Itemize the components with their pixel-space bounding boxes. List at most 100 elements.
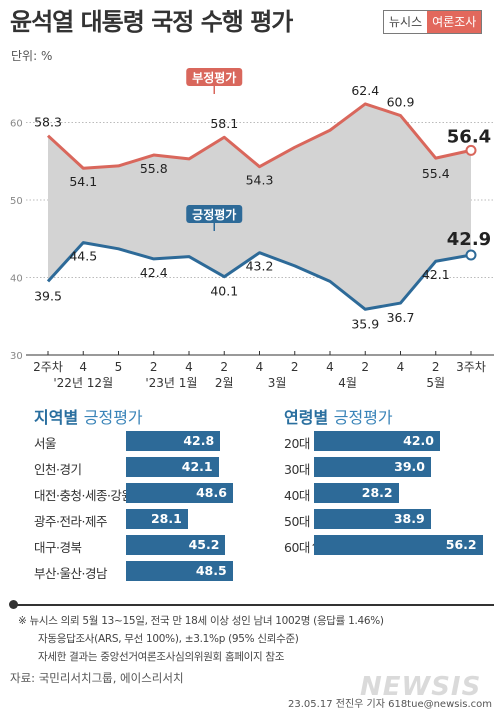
x-month-label: 2월 [215,376,234,390]
survey-note-3: 자세한 결과는 중앙선거여론조사심의위원회 홈페이지 참조 [38,651,285,663]
x-month-label: 4월 [338,376,357,390]
positive-data-label: 36.7 [387,310,415,325]
age-row: 60대↑ 56.2 [284,534,494,556]
negative-data-label: 55.4 [422,166,450,181]
age-bar: 56.2 [314,535,483,555]
region-category-label: 대구·경북 [34,540,82,555]
age-category-label: 20대 [284,436,310,451]
x-tick-label: 4 [326,360,334,374]
unit-label: 단위: % [11,49,53,63]
age-row: 50대 38.9 [284,508,494,530]
region-title: 지역별 [34,408,79,427]
survey-note-2: 자동응답조사(ARS, 무선 100%), ±3.1%p (95% 신뢰수준) [38,633,299,645]
page-title: 윤석열 대통령 국정 수행 평가 [10,8,293,36]
approval-line-chart: 30 40 50 60 58.3 54.1 55.8 58.1 54.3 62.4 60.9 55.4… [10,68,494,390]
gap-area-fill [48,103,471,310]
negative-data-label: 56.4 [447,126,491,147]
positive-data-label: 42.1 [422,267,450,282]
negative-data-label: 60.9 [387,95,415,110]
region-category-label: 광주·전라·제주 [34,514,107,529]
positive-data-label: 40.1 [210,284,238,299]
age-title: 연령별 [284,408,329,427]
age-row: 40대 28.2 [284,482,494,504]
x-tick-label: 2 [432,360,440,374]
region-row: 대전·충청·세종·강원 48.6 [34,482,249,504]
positive-data-label: 39.5 [34,288,62,303]
y-tick-label: 50 [10,196,23,207]
x-tick-label: 2주차 [33,360,63,374]
newsis-watermark: NEWSIS [360,672,482,702]
negative-series-badge [186,68,243,86]
positive-data-label: 35.9 [351,316,379,331]
age-section-title: 연령별 긍정평가 [284,404,393,428]
region-section-title: 지역별 긍정평가 [34,404,143,428]
age-bar: 38.9 [314,509,431,529]
x-tick-label: 4 [185,360,193,374]
region-bar: 45.2 [126,535,226,555]
age-category-label: 40대 [284,488,310,503]
source-text: 자료: 국민리서치그룹, 에이스리서치 [10,671,184,685]
region-category-label: 인천·경기 [34,462,82,477]
positive-end-marker [465,249,477,261]
negative-end-marker [465,144,477,156]
age-row: 30대 39.0 [284,456,494,478]
x-tick-label: 2 [291,360,299,374]
y-tick-label: 60 [10,119,23,130]
negative-data-label: 62.4 [351,83,379,98]
y-tick-label: 30 [10,351,23,362]
age-bar: 42.0 [314,431,440,451]
positive-data-label: 42.4 [140,265,168,280]
region-row: 부산·울산·경남 48.5 [34,560,249,582]
region-row: 광주·전라·제주 28.1 [34,508,249,530]
region-subtitle: 긍정평가 [83,408,143,427]
x-tick-label: 2 [150,360,158,374]
region-bar: 48.6 [126,483,233,503]
x-month-label: 3월 [268,376,287,390]
region-bar: 42.8 [126,431,221,451]
x-tick-label: 3주차 [456,360,486,374]
x-tick-label: 4 [79,360,87,374]
negative-series-line [46,102,472,170]
age-bar-chart: 20대 42.0 30대 39.0 40대 28.2 50대 38.9 60대↑ 56.2 [284,430,494,570]
logo-left-text: 뉴시스 [384,11,428,33]
region-bar: 48.5 [126,561,233,581]
age-category-label: 30대 [284,462,310,477]
x-month-label: '22년 12월 [53,376,113,390]
x-month-label: 5월 [426,376,445,390]
region-row: 대구·경북 45.2 [34,534,249,556]
region-row: 인천·경기 42.1 [34,456,249,478]
negative-data-label: 54.3 [246,173,274,188]
x-month-label: '23년 1월 [145,376,197,390]
negative-data-label: 54.1 [69,174,97,189]
age-category-label: 60대↑ [284,540,320,555]
positive-data-label: 44.5 [69,249,97,264]
positive-data-label: 42.9 [447,229,491,250]
age-category-label: 50대 [284,514,310,529]
negative-series-badge-label: 부정평가 [192,70,236,85]
region-row: 서울 42.8 [34,430,249,452]
x-tick-label: 2 [220,360,228,374]
credit-text: 23.05.17 전진우 기자 618tue@newsis.com [288,699,492,710]
survey-note-1: ※ 뉴시스 의뢰 5월 13~15일, 전국 만 18세 이상 성인 남녀 10… [18,615,384,627]
positive-series-badge [186,205,243,223]
region-category-label: 대전·충청·세종·강원 [34,488,133,503]
x-tick-label: 2 [361,360,369,374]
positive-series-badge-label: 긍정평가 [192,207,236,222]
positive-series-line [46,241,472,311]
negative-data-label: 55.8 [140,161,168,176]
region-category-label: 서울 [34,436,57,451]
age-bar: 39.0 [314,457,431,477]
region-category-label: 부산·울산·경남 [34,566,107,581]
region-bar: 42.1 [126,457,219,477]
negative-data-label: 58.1 [210,116,238,131]
divider-dot [9,600,18,609]
age-bar: 28.2 [314,483,399,503]
y-tick-label: 40 [10,274,23,285]
newsis-poll-logo: 뉴시스 여론조사 [383,10,483,34]
x-tick-label: 4 [256,360,264,374]
age-row: 20대 42.0 [284,430,494,452]
positive-data-label: 43.2 [246,259,274,274]
logo-right-text: 여론조사 [427,11,482,33]
region-bar-chart: 서울 42.8 인천·경기 42.1 대전·충청·세종·강원 48.6 광주·전라·제주 28… [34,430,249,590]
negative-data-label: 58.3 [34,115,62,130]
